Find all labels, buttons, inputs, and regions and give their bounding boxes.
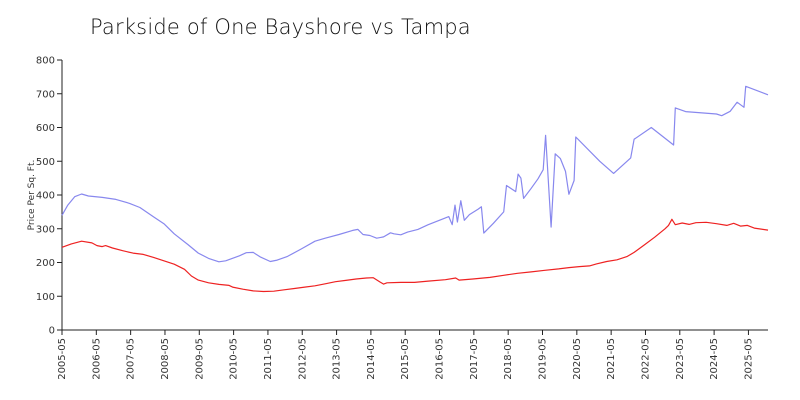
y-tick-label: 600 bbox=[36, 123, 55, 134]
y-tick-label: 0 bbox=[49, 326, 55, 337]
y-axis-label: Price Per Sq. Ft. bbox=[27, 160, 37, 231]
x-tick-label: 2007-05 bbox=[126, 338, 137, 380]
x-tick-label: 2011-05 bbox=[263, 338, 274, 380]
x-tick-label: 2024-05 bbox=[709, 338, 720, 380]
x-tick-label: 2012-05 bbox=[297, 338, 308, 380]
x-tick-label: 2013-05 bbox=[332, 338, 343, 380]
x-tick-label: 2019-05 bbox=[538, 338, 549, 380]
x-tick-label: 2008-05 bbox=[160, 338, 171, 380]
x-tick-label: 2018-05 bbox=[503, 338, 514, 380]
y-tick-label: 300 bbox=[36, 224, 55, 235]
x-tick-label: 2017-05 bbox=[469, 338, 480, 380]
x-tick-label: 2010-05 bbox=[229, 338, 240, 380]
y-tick-label: 800 bbox=[36, 56, 55, 67]
x-tick-label: 2014-05 bbox=[366, 338, 377, 380]
x-tick-label: 2009-05 bbox=[194, 338, 205, 380]
x-tick-label: 2005-05 bbox=[57, 338, 68, 380]
y-tick-label: 500 bbox=[36, 157, 55, 168]
x-tick-label: 2023-05 bbox=[675, 338, 686, 380]
chart-title: Parkside of One Bayshore vs Tampa bbox=[90, 15, 471, 39]
y-tick-label: 100 bbox=[36, 292, 55, 303]
series-line-tampa bbox=[61, 218, 769, 293]
x-tick-label: 2022-05 bbox=[640, 338, 651, 380]
x-tick-label: 2006-05 bbox=[91, 338, 102, 380]
x-tick-label: 2016-05 bbox=[435, 338, 446, 380]
series-line-parkside-of-one-bayshore bbox=[61, 85, 769, 263]
y-tick-label: 400 bbox=[36, 191, 55, 202]
y-tick-label: 700 bbox=[36, 89, 55, 100]
x-tick-label: 2015-05 bbox=[400, 338, 411, 380]
x-tick-label: 2020-05 bbox=[572, 338, 583, 380]
x-tick-label: 2021-05 bbox=[606, 338, 617, 380]
x-tick-label: 2025-05 bbox=[743, 338, 754, 380]
y-tick-label: 200 bbox=[36, 258, 55, 269]
